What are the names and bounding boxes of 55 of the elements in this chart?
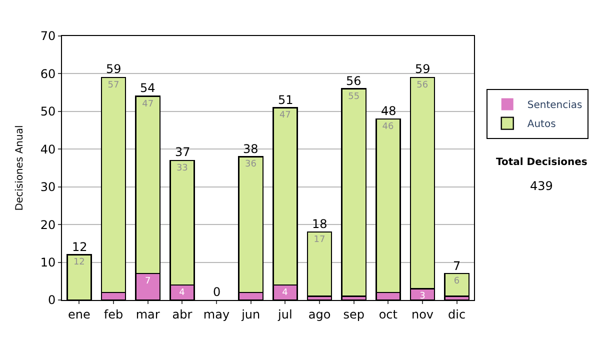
- data-label: 33: [176, 163, 188, 174]
- data-label: 3: [420, 292, 426, 302]
- bar: [341, 88, 366, 297]
- y-tick-label: 50: [40, 104, 56, 119]
- x-tick-label: mar: [136, 307, 160, 322]
- y-tick-label: 30: [40, 180, 56, 194]
- y-tick-label: 60: [40, 66, 56, 81]
- data-label: 17: [314, 235, 326, 246]
- total-label: 51: [278, 93, 294, 107]
- data-label: 47: [142, 99, 154, 110]
- x-tick-label: may: [203, 307, 230, 322]
- total-label: 0: [213, 285, 221, 299]
- y-tick-label: 10: [40, 255, 56, 270]
- x-tick-label: nov: [411, 307, 434, 322]
- total-label: 56: [346, 74, 362, 88]
- data-label: 7: [144, 276, 151, 287]
- x-tick-label: oct: [378, 307, 398, 322]
- total-label: 18: [312, 217, 328, 231]
- data-label: 46: [382, 122, 394, 132]
- y-tick-label: 70: [40, 29, 56, 44]
- x-tick-label: feb: [104, 307, 124, 322]
- total-label: 12: [72, 240, 88, 254]
- data-label: 55: [348, 92, 360, 102]
- y-tick-label: 20: [40, 218, 56, 232]
- y-tick-label: 0: [48, 293, 56, 308]
- x-tick-label: jun: [240, 307, 260, 322]
- bar: [444, 273, 470, 297]
- text: Total Decisiones: [496, 157, 588, 168]
- x-tick-label: jul: [277, 307, 292, 322]
- text: 439: [530, 179, 553, 193]
- data-label: 4: [179, 288, 186, 298]
- data-label: 6: [454, 276, 460, 287]
- legend-label: Autos: [527, 119, 556, 130]
- total-label: 59: [415, 62, 430, 76]
- data-label: 47: [279, 110, 291, 121]
- y-tick-label: 40: [40, 142, 56, 156]
- x-tick-label: dic: [448, 307, 466, 322]
- total-label: 59: [106, 62, 122, 76]
- total-label: 7: [453, 259, 461, 273]
- legend-label: Sentencias: [527, 100, 582, 112]
- x-tick-label: abr: [172, 307, 192, 322]
- x-tick-label: sep: [343, 307, 364, 322]
- bar: [306, 232, 332, 297]
- total-label: 37: [175, 145, 190, 159]
- data-label: 36: [244, 160, 257, 170]
- data-label: 57: [108, 80, 120, 90]
- total-label: 54: [140, 81, 156, 95]
- x-tick-label: ago: [308, 307, 331, 322]
- data-label: 12: [73, 258, 85, 268]
- total-label: 38: [243, 142, 258, 156]
- x-tick-label: ene: [68, 307, 90, 322]
- data-label: 4: [282, 288, 288, 298]
- y-axis-title: Decisiones Anual: [14, 125, 26, 211]
- total-label: 48: [381, 104, 396, 118]
- data-label: 56: [416, 80, 428, 90]
